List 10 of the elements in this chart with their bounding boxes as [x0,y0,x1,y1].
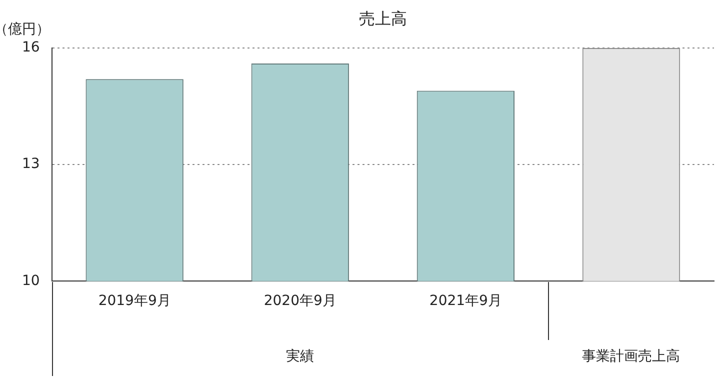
y-tick-label: 13 [22,156,40,172]
y-axis-title: （億円） [0,22,50,38]
y-tick-label: 16 [22,40,40,56]
x-tick-label: 2021年9月 [429,293,502,310]
chart-title: 売上高 [358,9,407,28]
text: 実績 [286,348,314,365]
text: 事業計画売上高 [582,348,680,365]
x-tick-label: 2019年9月 [98,293,171,310]
x-tick-label: 2020年9月 [264,293,336,310]
y-tick-label: 10 [22,272,40,289]
